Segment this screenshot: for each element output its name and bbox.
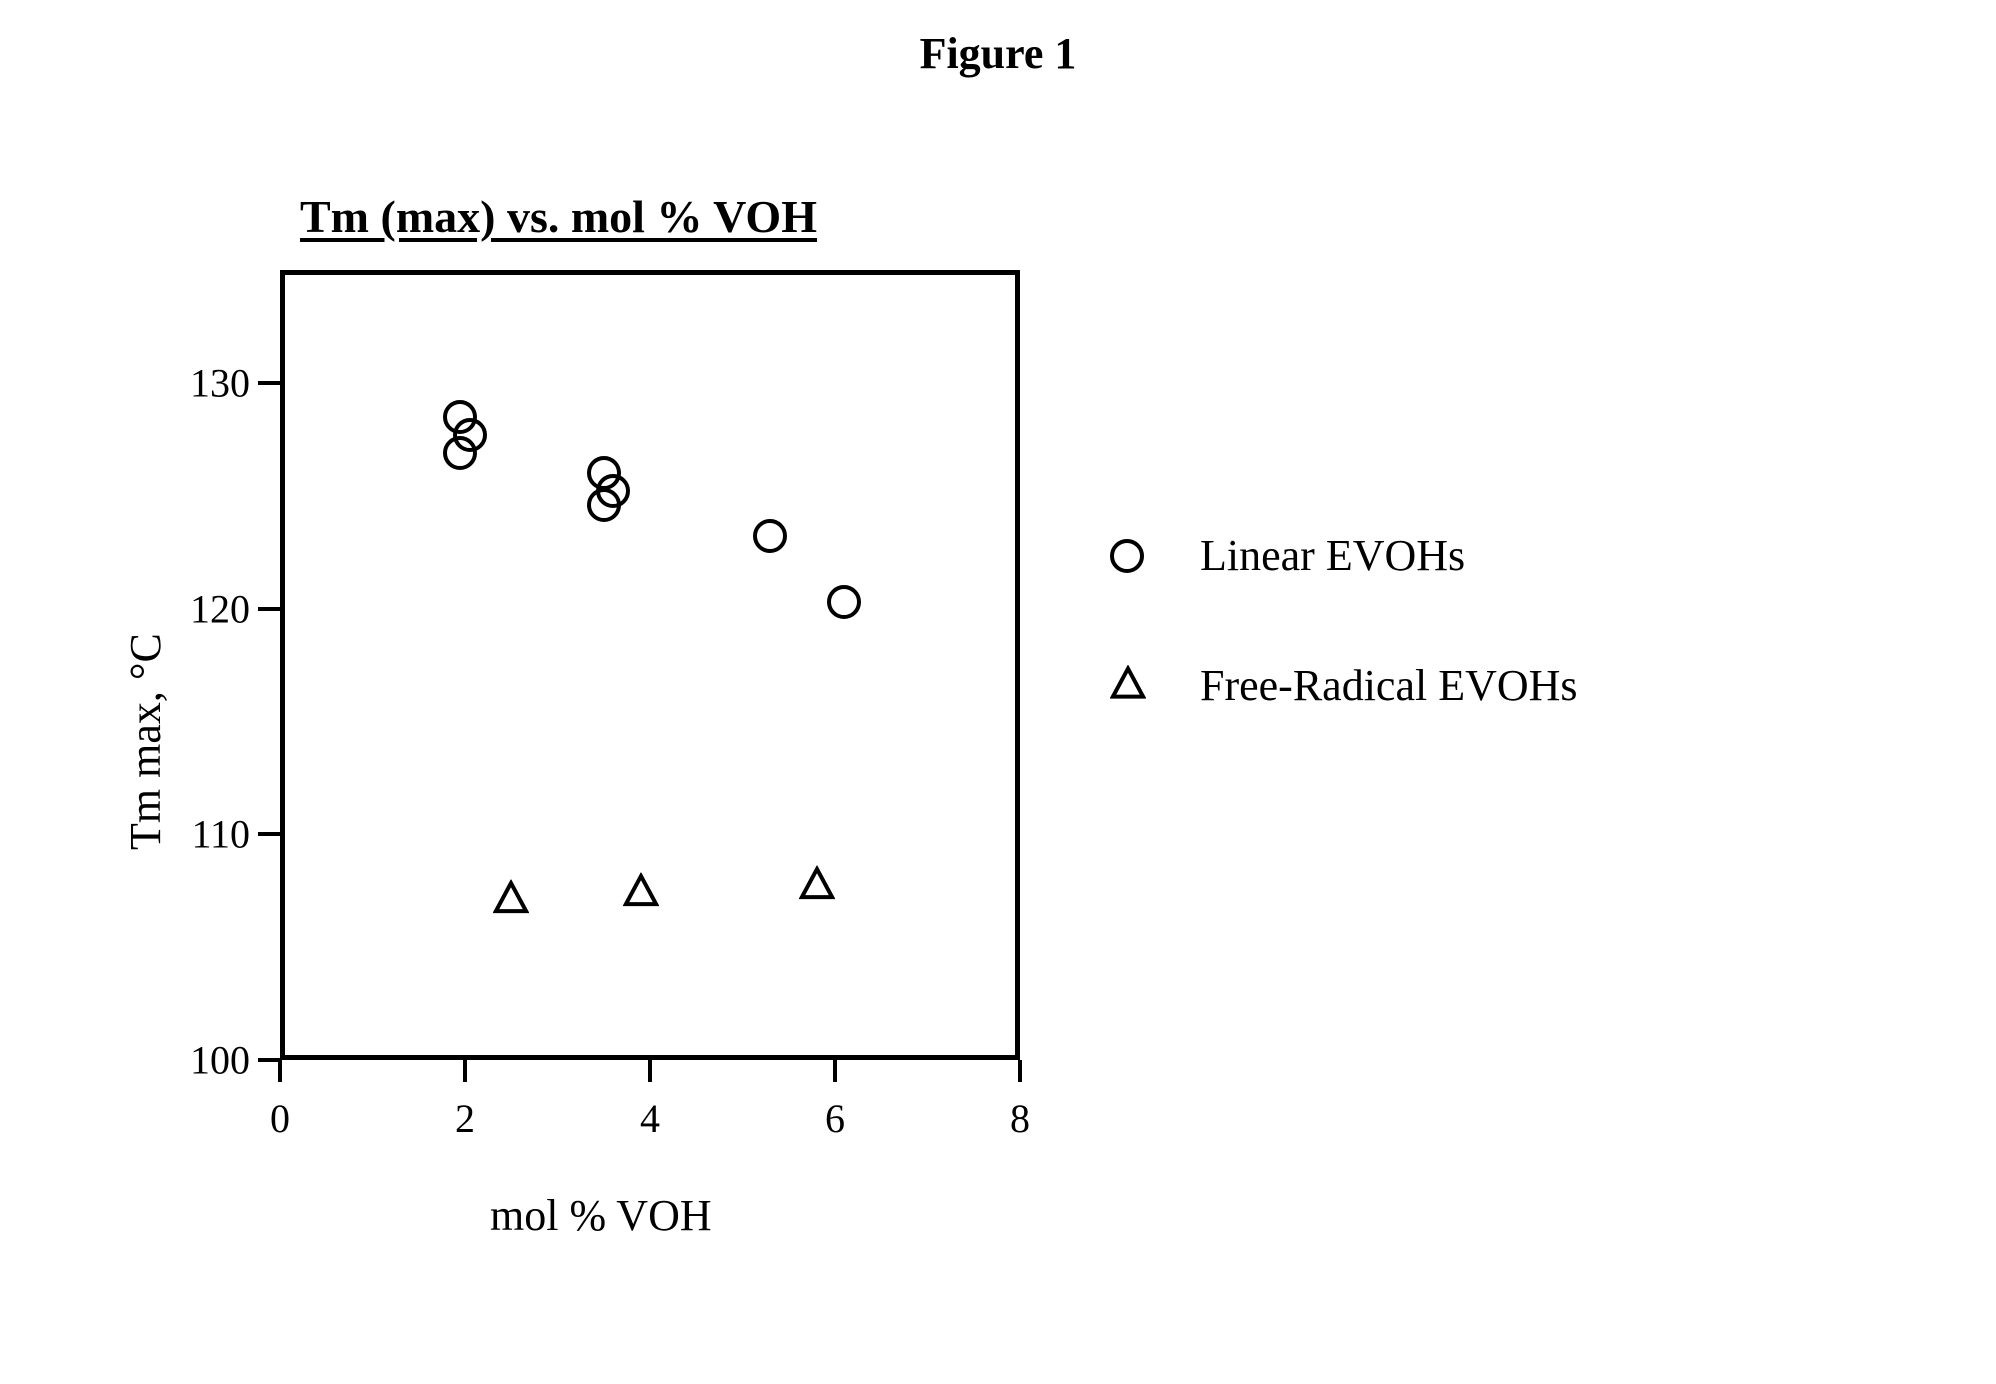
x-tick-label: 4 xyxy=(640,1095,660,1142)
y-tick-label: 120 xyxy=(170,585,250,632)
legend-entry: Linear EVOHs xyxy=(1110,530,1465,581)
figure-label: Figure 1 xyxy=(0,28,1996,79)
data-point-circle xyxy=(827,585,861,619)
plot-area xyxy=(280,270,1020,1060)
x-tick-label: 2 xyxy=(455,1095,475,1142)
legend-label: Linear EVOHs xyxy=(1200,530,1465,581)
triangle-icon xyxy=(1110,665,1146,706)
page: Figure 1 Tm (max) vs. mol % VOH 0 2 4 6 8 100… xyxy=(0,0,1996,1384)
x-tick-label: 0 xyxy=(270,1095,290,1142)
circle-icon xyxy=(1110,539,1144,573)
x-tick-label: 8 xyxy=(1010,1095,1030,1142)
data-point-triangle xyxy=(623,873,659,914)
data-point-circle xyxy=(753,519,787,553)
legend-label: Free-Radical EVOHs xyxy=(1200,660,1578,711)
x-tick xyxy=(463,1060,467,1082)
data-point-circle xyxy=(443,436,477,470)
x-tick xyxy=(833,1060,837,1082)
y-tick xyxy=(258,1058,280,1062)
x-tick-label: 6 xyxy=(825,1095,845,1142)
x-axis-label: mol % VOH xyxy=(490,1190,712,1241)
data-point-triangle xyxy=(493,879,529,920)
y-tick-label: 100 xyxy=(170,1037,250,1084)
legend-entry: Free-Radical EVOHs xyxy=(1110,660,1578,711)
y-axis-label: Tm max, °C xyxy=(120,633,171,850)
chart-title: Tm (max) vs. mol % VOH xyxy=(300,190,817,243)
x-tick xyxy=(1018,1060,1022,1082)
y-tick-label: 130 xyxy=(170,359,250,406)
x-tick xyxy=(648,1060,652,1082)
y-tick xyxy=(258,607,280,611)
data-point-circle xyxy=(587,488,621,522)
x-tick xyxy=(278,1060,282,1082)
y-tick xyxy=(258,832,280,836)
y-tick xyxy=(258,381,280,385)
y-tick-label: 110 xyxy=(170,811,250,858)
data-point-triangle xyxy=(799,866,835,907)
